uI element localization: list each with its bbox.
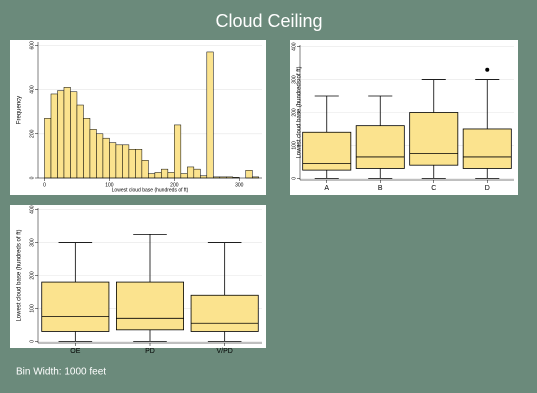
y-tick-label: 300 [29,238,35,247]
bar [57,90,65,179]
y-axis-title: Lowest cloud base (hundreds of ft) [17,229,23,321]
box [355,125,405,169]
bar [83,118,91,179]
bar [70,91,78,179]
x-axis-title: Lowest cloud base (hundreds of ft) [112,187,189,193]
y-tick-label: 400 [291,42,297,51]
box [41,281,110,332]
note: Bin Width: 1000 feet [16,367,106,378]
y-tick-label: 600 [29,41,35,50]
bar [115,144,123,179]
x-tick-label: V/PD [216,348,232,355]
bar [180,173,188,179]
bar [200,175,208,179]
bar [102,137,110,179]
y-tick-label: 0 [291,177,297,180]
bar [89,129,97,179]
panel [290,40,518,195]
bar [76,104,84,179]
x-tick-label: 200 [170,182,179,188]
bar [96,133,104,179]
y-tick-label: 400 [29,205,35,214]
bar [174,124,182,179]
bar [193,168,201,179]
x-tick-label: A [324,185,329,192]
y-tick-label: 200 [291,108,297,117]
bar [122,144,130,179]
y-axis-title: Frequency [17,96,23,124]
bar [187,166,195,179]
y-tick-label: 200 [29,271,35,280]
bar [44,118,52,179]
bar [245,170,253,179]
bar [141,160,149,179]
box [302,131,352,171]
x-tick-label: 100 [105,182,114,188]
y-tick-label: 200 [29,129,35,138]
bar [148,173,156,179]
x-tick-label: B [378,185,383,192]
bar [167,172,175,179]
outlier [485,67,490,72]
x-tick-label: C [431,185,436,192]
box [409,112,459,166]
bar [128,149,136,179]
bar [63,87,71,179]
chart-title: Cloud Ceiling [215,11,322,31]
y-tick-label: 0 [29,176,35,179]
y-tick-label: 400 [29,85,35,94]
x-tick-label: 300 [235,182,244,188]
y-tick-label: 300 [291,75,297,84]
bar [50,93,58,179]
bar [161,168,169,179]
bar [135,149,143,179]
bar [154,172,162,179]
box [116,281,184,331]
y-tick-label: 100 [29,304,35,313]
y-axis-title: Lowest cloud base (hundreds of ft) [297,66,303,158]
bar [206,51,214,179]
x-tick-label: OE [70,348,80,355]
box [462,128,512,169]
y-tick-label: 100 [291,141,297,150]
x-tick-label: D [485,185,490,192]
y-tick-label: 0 [29,340,35,343]
box [190,294,259,332]
bar [109,142,117,179]
x-tick-label: PD [145,348,155,355]
x-tick-label: 0 [43,182,46,188]
